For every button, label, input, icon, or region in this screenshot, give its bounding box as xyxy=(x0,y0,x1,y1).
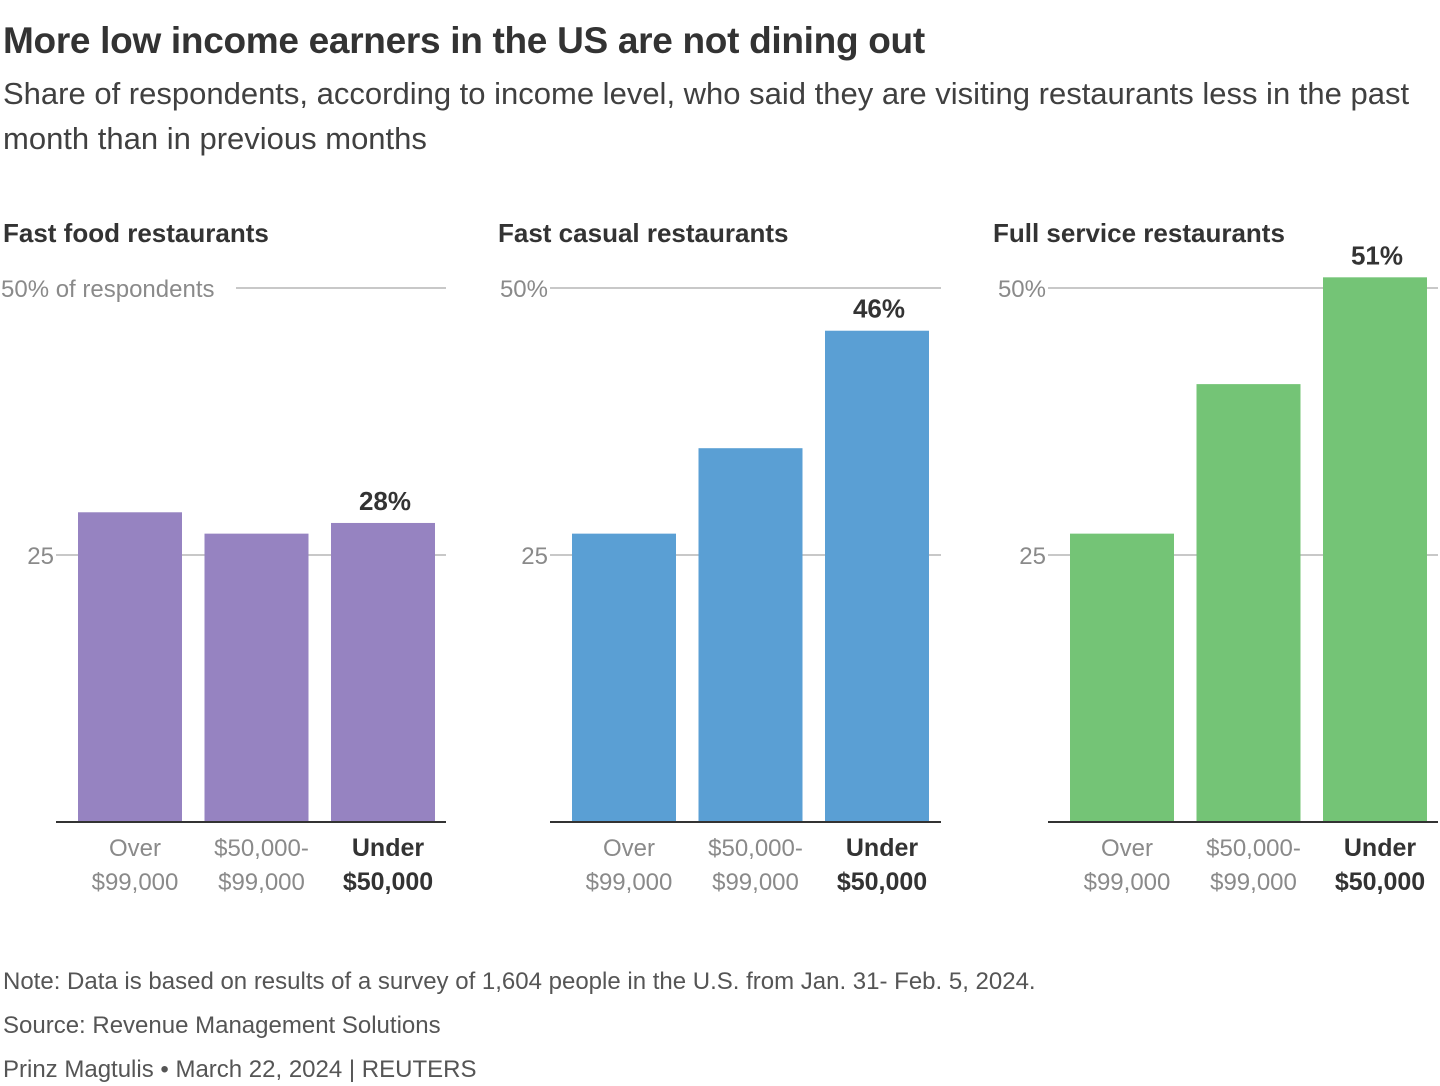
bar xyxy=(1070,533,1174,822)
category-label: $99,000 xyxy=(92,869,179,896)
category-label: Over xyxy=(109,835,161,862)
category-label: $99,000 xyxy=(218,869,305,896)
data-label: 51% xyxy=(1351,240,1403,270)
bar xyxy=(331,522,435,822)
bar xyxy=(1196,384,1301,822)
category-label: $50,000 xyxy=(837,868,927,896)
category-label: $99,000 xyxy=(1084,869,1171,896)
data-label: 46% xyxy=(853,294,905,324)
bar xyxy=(78,512,182,822)
bar xyxy=(825,330,929,822)
y-tick-label: 25 xyxy=(521,543,548,570)
panel-title-fast-casual: Fast casual restaurants xyxy=(498,218,789,248)
chart-title: More low income earners in the US are no… xyxy=(3,20,925,61)
bar xyxy=(698,448,803,822)
category-label: Over xyxy=(603,835,655,862)
y-tick-label: 25 xyxy=(27,543,54,570)
category-label: $50,000- xyxy=(708,835,803,862)
panel-title-fast-food: Fast food restaurants xyxy=(3,218,269,248)
category-label: Over xyxy=(1101,835,1153,862)
chart-subtitle: Share of respondents, according to incom… xyxy=(3,76,1410,156)
category-label: $50,000 xyxy=(1335,868,1425,896)
data-label: 28% xyxy=(359,486,411,516)
category-label: $99,000 xyxy=(712,869,799,896)
bar xyxy=(204,533,309,822)
y-tick-label: 50% xyxy=(500,276,548,303)
category-label: Under xyxy=(352,834,425,862)
category-label: Under xyxy=(846,834,919,862)
category-label: $50,000- xyxy=(1206,835,1301,862)
y-tick-label: 50% xyxy=(998,276,1046,303)
bar xyxy=(1323,277,1427,822)
source-line: Source: Revenue Management Solutions xyxy=(3,1012,441,1039)
category-label: $99,000 xyxy=(586,869,673,896)
category-label: $99,000 xyxy=(1210,869,1297,896)
y-tick-label: 50% of respondents xyxy=(1,276,214,303)
bar xyxy=(572,533,676,822)
y-tick-label: 25 xyxy=(1019,543,1046,570)
category-label: $50,000 xyxy=(343,868,433,896)
panel-title-full-service: Full service restaurants xyxy=(993,218,1285,248)
footnote: Note: Data is based on results of a surv… xyxy=(3,968,1036,995)
category-label: $50,000- xyxy=(214,835,309,862)
byline: Prinz Magtulis • March 22, 2024 | REUTER… xyxy=(3,1056,477,1083)
category-label: Under xyxy=(1344,834,1417,862)
